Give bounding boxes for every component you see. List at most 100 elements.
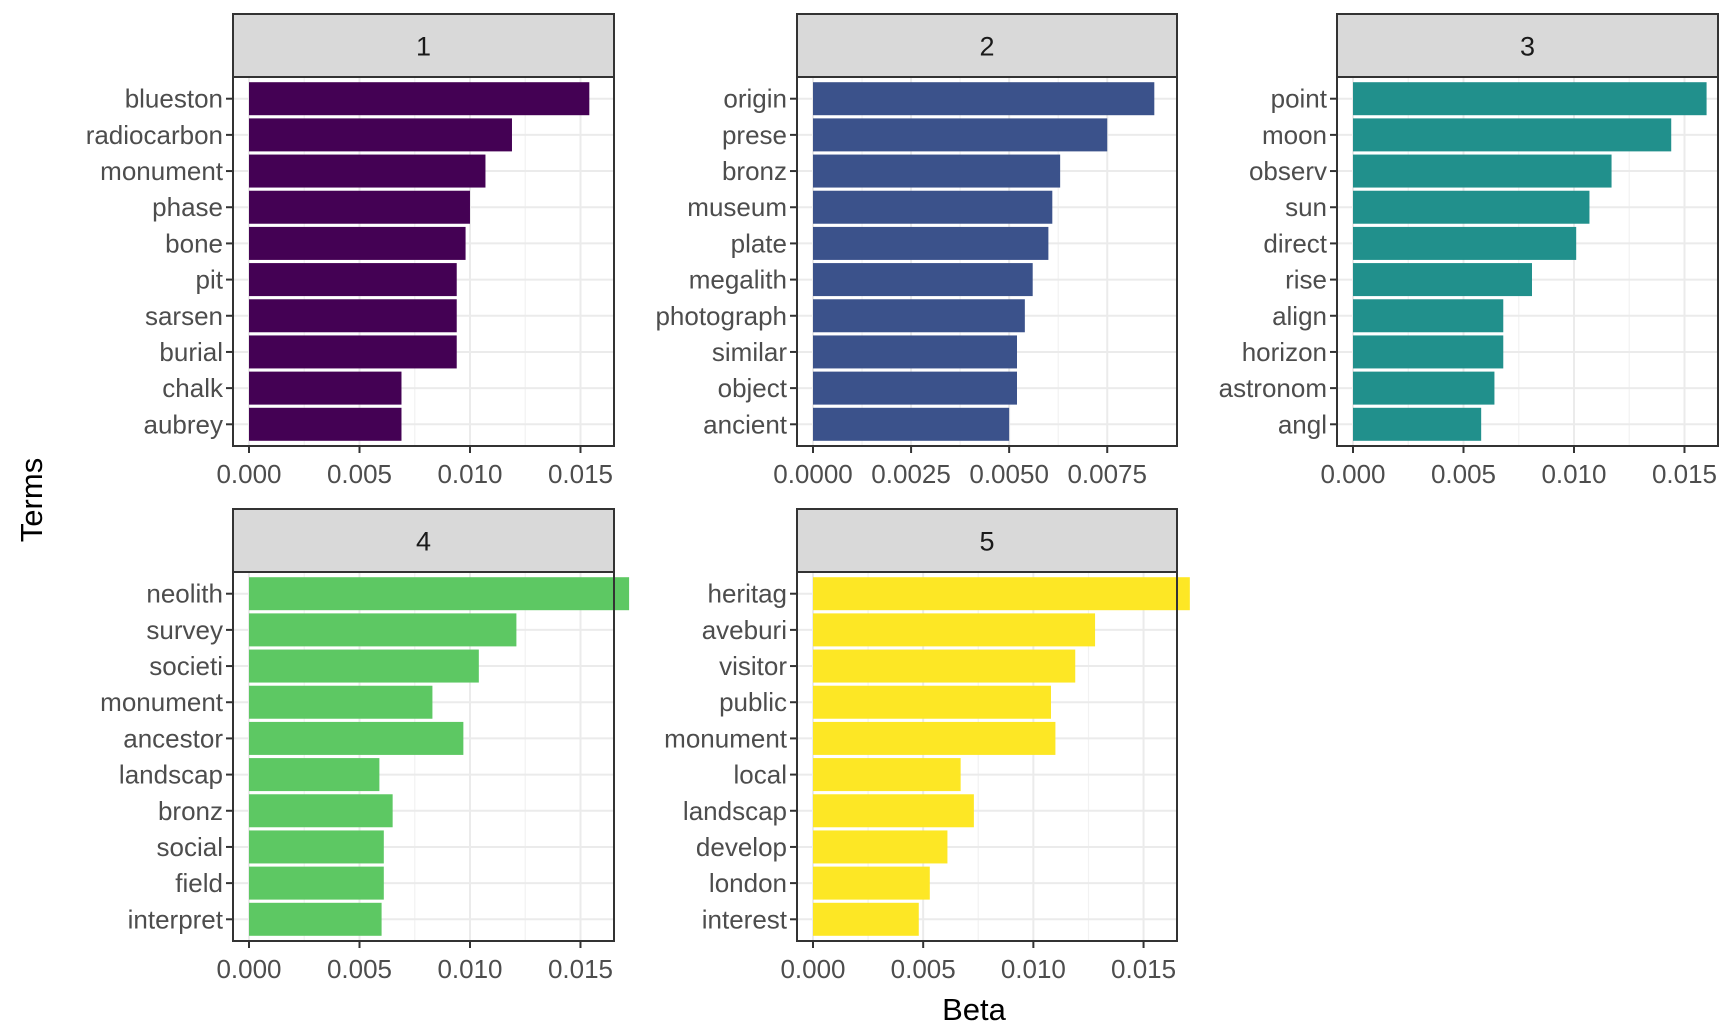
term-label: interest — [702, 904, 788, 934]
y-axis-title: Terms — [14, 458, 49, 542]
bar — [249, 82, 590, 116]
x-tick-label: 0.005 — [891, 954, 956, 984]
bar — [813, 226, 1049, 260]
term-label: museum — [687, 192, 787, 222]
facet-strip — [232, 13, 615, 78]
term-label: align — [1272, 301, 1327, 331]
term-label: social — [157, 832, 223, 862]
term-label: burial — [159, 337, 223, 367]
term-label: landscap — [119, 760, 223, 790]
bar — [249, 649, 479, 683]
x-tick-label: 0.000 — [216, 954, 281, 984]
bar — [813, 263, 1033, 297]
x-tick-label: 0.005 — [1431, 459, 1496, 489]
bar — [249, 685, 433, 719]
term-label: london — [709, 868, 787, 898]
bar — [249, 758, 380, 792]
bar — [813, 830, 948, 864]
x-tick-label: 0.015 — [1652, 459, 1717, 489]
term-label: chalk — [162, 373, 224, 403]
x-tick-label: 0.015 — [1111, 954, 1176, 984]
facet-strip-label: 5 — [979, 527, 994, 557]
bar — [249, 902, 382, 936]
term-label: heritag — [708, 579, 788, 609]
bar — [249, 830, 384, 864]
x-tick-label: 0.005 — [327, 459, 392, 489]
x-tick-label: 0.010 — [1541, 459, 1606, 489]
x-tick-label: 0.0075 — [1067, 459, 1147, 489]
term-label: sarsen — [145, 301, 223, 331]
term-label: monument — [100, 687, 224, 717]
bar — [813, 335, 1017, 369]
bar — [249, 407, 402, 441]
term-label: observ — [1249, 156, 1327, 186]
x-tick-label: 0.010 — [1001, 954, 1066, 984]
bar — [813, 82, 1155, 116]
bar — [249, 263, 457, 297]
term-label: landscap — [683, 796, 787, 826]
bar — [813, 299, 1025, 333]
x-tick-label: 0.000 — [780, 954, 845, 984]
term-label: prese — [722, 120, 787, 150]
bar — [813, 902, 919, 936]
term-label: similar — [712, 337, 787, 367]
term-label: blueston — [125, 84, 223, 114]
panel-border — [796, 571, 1178, 942]
x-tick-label: 0.005 — [327, 954, 392, 984]
bar — [249, 154, 486, 188]
panel-border — [1336, 76, 1719, 447]
term-label: monument — [100, 156, 224, 186]
term-label: public — [719, 687, 787, 717]
bar — [249, 371, 402, 405]
x-axis-title: Beta — [942, 992, 1007, 1027]
term-label: aubrey — [144, 409, 224, 439]
term-label: angl — [1278, 409, 1327, 439]
bar — [813, 758, 961, 792]
term-label: photograph — [655, 301, 787, 331]
bar — [249, 866, 384, 900]
bar — [249, 299, 457, 333]
term-label: monument — [664, 723, 788, 753]
x-tick-label: 0.000 — [216, 459, 281, 489]
bar — [249, 118, 512, 152]
bar — [1353, 263, 1532, 297]
x-tick-label: 0.0050 — [969, 459, 1049, 489]
bar — [813, 794, 974, 828]
term-label: societi — [149, 651, 223, 681]
term-label: direct — [1263, 228, 1327, 258]
bar — [813, 407, 1010, 441]
bar — [249, 335, 457, 369]
term-label: field — [175, 868, 223, 898]
term-label: survey — [146, 615, 223, 645]
term-label: phase — [152, 192, 223, 222]
term-label: bronz — [158, 796, 223, 826]
panel-border — [796, 76, 1178, 447]
bar — [813, 577, 1190, 611]
x-tick-label: 0.015 — [548, 954, 613, 984]
bar — [813, 685, 1051, 719]
term-label: aveburi — [702, 615, 787, 645]
bar — [1353, 118, 1672, 152]
bar — [249, 721, 464, 755]
x-tick-label: 0.015 — [548, 459, 613, 489]
bar — [249, 794, 393, 828]
x-tick-label: 0.010 — [437, 459, 502, 489]
x-tick-label: 0.000 — [1320, 459, 1385, 489]
bar — [813, 190, 1053, 224]
term-label: ancestor — [123, 723, 223, 753]
bar — [1353, 82, 1707, 116]
term-label: rise — [1285, 265, 1327, 295]
term-label: visitor — [719, 651, 787, 681]
term-label: origin — [723, 84, 787, 114]
panel-border — [232, 76, 615, 447]
term-label: astronom — [1219, 373, 1327, 403]
bar — [813, 118, 1108, 152]
bar — [813, 371, 1017, 405]
bar — [813, 154, 1061, 188]
bar — [1353, 371, 1495, 405]
bar — [1353, 190, 1590, 224]
bar — [249, 190, 470, 224]
bar — [1353, 226, 1577, 260]
term-label: develop — [696, 832, 787, 862]
